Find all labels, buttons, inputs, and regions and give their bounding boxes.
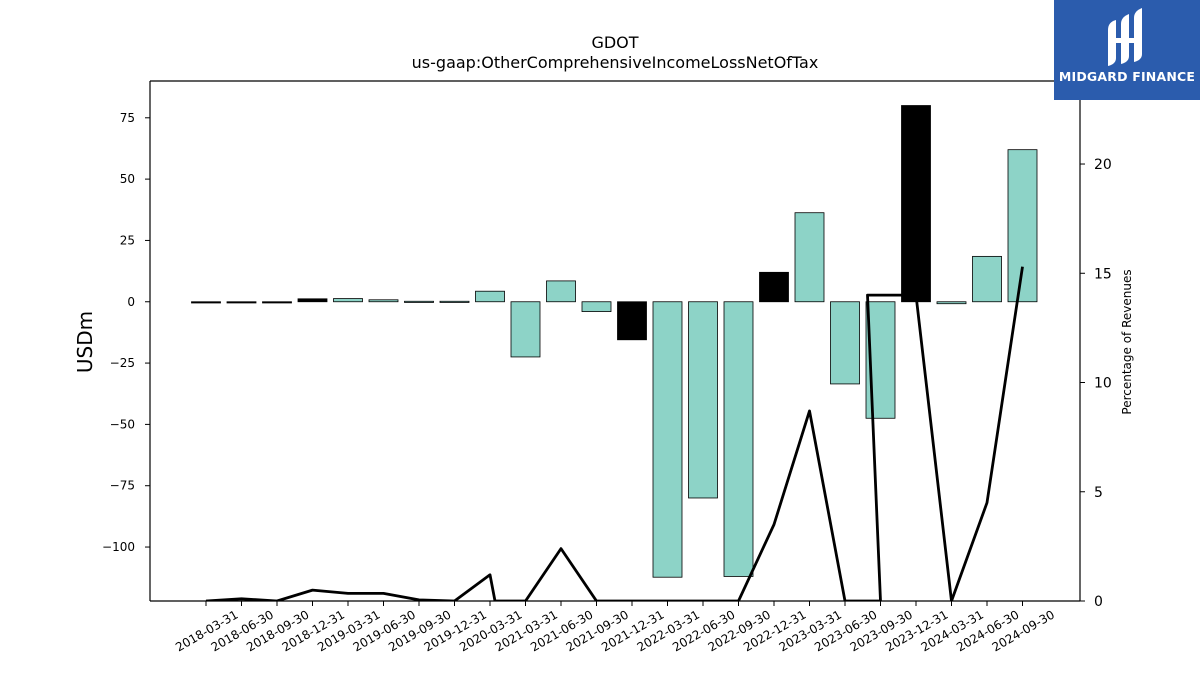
y2-tick-label: 5 (1094, 485, 1103, 501)
bar (901, 105, 931, 303)
bar (297, 298, 328, 303)
axes: 7550250−25−50−75−100051015202018-03-3120… (102, 80, 1112, 654)
y-axis-label: USDm (73, 311, 97, 373)
logo-text: MIDGARD FINANCE (1058, 69, 1196, 84)
y-tick-label: 25 (120, 233, 135, 247)
y-tick-label: −25 (110, 356, 135, 370)
bar (759, 271, 789, 303)
y-tick-label: −75 (110, 479, 135, 493)
chart-title: GDOT (591, 33, 638, 52)
bar (226, 301, 257, 304)
bar (723, 301, 754, 577)
y2-tick-label: 15 (1094, 266, 1112, 282)
bar (510, 301, 541, 358)
bar (794, 212, 825, 303)
y-tick-label: 0 (127, 295, 135, 309)
bar (404, 300, 434, 303)
y2-tick-label: 0 (1094, 594, 1103, 610)
midgard-finance-logo: MIDGARD FINANCE (1054, 0, 1200, 100)
bar (581, 301, 612, 312)
y2-axis-label: Percentage of Revenues (1120, 269, 1134, 414)
y-tick-label: 75 (120, 111, 135, 125)
bar (439, 300, 470, 303)
y-tick-label: −50 (110, 417, 135, 431)
chart-subtitle: us-gaap:OtherComprehensiveIncomeLossNetO… (412, 53, 819, 72)
bar (830, 301, 860, 385)
y-tick-label: 50 (120, 172, 135, 186)
midgard-logo-icon (1108, 8, 1142, 66)
bar (652, 301, 683, 578)
bar (475, 290, 505, 303)
bar (333, 298, 363, 303)
y2-tick-label: 10 (1094, 376, 1112, 392)
bar (688, 301, 718, 499)
line-path (205, 266, 1024, 601)
bar (617, 301, 647, 341)
bar (936, 301, 967, 305)
bar (262, 301, 292, 304)
revenue-percentage-line (205, 266, 1024, 601)
bar (972, 255, 1002, 303)
y2-tick-label: 20 (1094, 157, 1112, 173)
bar (191, 301, 221, 304)
bar-group (191, 105, 1038, 578)
y-tick-label: −100 (102, 540, 135, 554)
bar (546, 280, 576, 303)
bar (368, 299, 399, 303)
bar (1007, 149, 1038, 303)
